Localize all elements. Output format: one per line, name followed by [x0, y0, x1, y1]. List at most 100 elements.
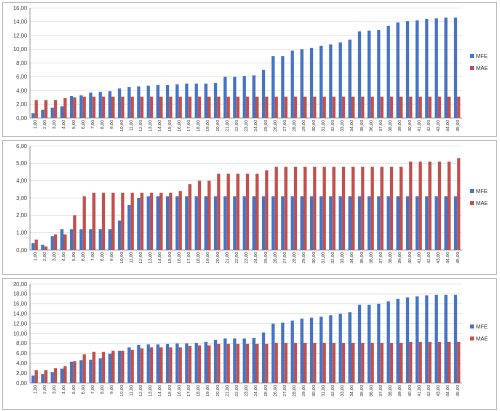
bar-mae: [341, 342, 346, 383]
x-tick-label: 25,00: [263, 120, 268, 132]
series-mfe: [31, 294, 458, 383]
x-tick-label: 45,00: [455, 252, 460, 264]
bar-mae: [361, 166, 365, 250]
x-tick-label: 25,00: [263, 252, 268, 264]
bar-mae: [245, 173, 250, 250]
bar-mfe: [69, 229, 74, 250]
x-tick-label: 4,00: [61, 120, 66, 129]
bar-mae: [428, 96, 432, 118]
bar-mae: [217, 96, 221, 118]
bar-mfe: [89, 92, 93, 118]
bar-mfe: [223, 76, 227, 118]
chart-panel-2: 0,00 1,00 2,00 3,00 4,00 5,00 6,00 1,00 2,00 3,00…: [2, 140, 497, 275]
bar-mae: [53, 368, 58, 383]
bar-mae: [457, 341, 461, 383]
series-mfe: [31, 196, 458, 250]
bar-mfe: [290, 320, 294, 383]
bar-mae: [169, 347, 173, 383]
bar-mfe: [300, 196, 304, 250]
bar-mae: [92, 192, 96, 250]
x-tick-label: 33,00: [340, 252, 345, 264]
bar-mae: [437, 96, 442, 118]
x-tick-label: 38,00: [388, 252, 393, 264]
x-tick-label: 10,00: [119, 252, 124, 264]
legend: MFE MAE: [470, 189, 488, 207]
bar-mfe: [108, 229, 112, 250]
x-tick-label: 44,00: [445, 120, 450, 132]
legend-label-mfe: MFE: [476, 325, 488, 331]
y-tick-label: 16,00: [13, 302, 27, 308]
bar-mfe: [415, 20, 419, 118]
bar-mae: [169, 96, 173, 118]
x-tick-label: 7,00: [90, 120, 95, 129]
bar-mfe: [271, 56, 275, 118]
x-tick-label: 42,00: [426, 120, 431, 132]
y-tick-label: 12,00: [13, 33, 27, 39]
x-tick-label: 34,00: [349, 252, 354, 264]
bar-mfe: [405, 196, 410, 250]
legend-swatch-mae: [470, 201, 474, 205]
bar-mfe: [377, 30, 381, 118]
bar-mfe: [242, 196, 246, 250]
bar-mfe: [127, 204, 131, 250]
bar-mae: [217, 173, 221, 250]
x-tick-label: 9,00: [109, 120, 114, 129]
x-tick-label: 21,00: [224, 252, 229, 264]
bar-mae: [313, 96, 317, 118]
x-tick-label: 27,00: [282, 385, 287, 397]
y-tick-label: 4,00: [16, 178, 27, 184]
bar-mfe: [213, 196, 218, 250]
bar-mae: [217, 343, 221, 383]
bar-mae: [111, 192, 115, 250]
bar-mfe: [348, 196, 352, 250]
bar-mae: [351, 166, 355, 250]
bar-mfe: [194, 83, 198, 118]
x-tick-label: 19,00: [205, 385, 210, 397]
bar-mfe: [117, 350, 122, 383]
x-tick-label: 29,00: [301, 120, 306, 132]
x-tick-label: 16,00: [176, 385, 181, 397]
bar-mae: [437, 341, 442, 383]
bar-mae: [73, 215, 77, 250]
bar-mfe: [281, 56, 285, 118]
bar-mfe: [425, 295, 429, 383]
x-tick-label: 38,00: [388, 120, 393, 132]
bar-mae: [44, 370, 48, 383]
bar-mae: [380, 342, 384, 383]
bar-mae: [140, 192, 144, 250]
bar-mae: [447, 341, 451, 383]
y-tick-label: 2,00: [16, 213, 27, 219]
bar-mfe: [444, 294, 448, 383]
x-tick-label: 23,00: [244, 120, 249, 132]
bar-mfe: [367, 196, 371, 250]
bar-mfe: [137, 344, 141, 383]
bar-mfe: [377, 196, 381, 250]
bar-mae: [245, 96, 250, 118]
bar-mae: [178, 191, 182, 250]
bar-mae: [351, 342, 355, 383]
x-tick-label: 32,00: [330, 252, 335, 264]
bar-mae: [101, 96, 106, 118]
legend-label-mae: MAE: [476, 201, 488, 207]
x-tick-label: 38,00: [388, 385, 393, 397]
bar-mfe: [309, 47, 314, 118]
x-tick-label: 24,00: [253, 252, 258, 264]
bar-mae: [418, 96, 422, 118]
bar-mfe: [117, 220, 122, 250]
bar-mfe: [223, 338, 227, 383]
x-tick-label: 20,00: [215, 120, 220, 132]
bar-mae: [34, 100, 38, 118]
y-tick-label: 2,00: [16, 371, 27, 377]
x-tick-label: 20,00: [215, 252, 220, 264]
x-tick-label: 8,00: [100, 120, 105, 129]
bar-mfe: [194, 196, 198, 250]
bar-mfe: [290, 50, 294, 118]
bar-mfe: [386, 25, 390, 118]
x-tick-label: 17,00: [186, 120, 191, 132]
bar-mfe: [185, 83, 189, 118]
x-tick-label: 1,00: [32, 120, 37, 129]
x-tick-label: 45,00: [455, 120, 460, 132]
bar-mae: [322, 166, 326, 250]
bar-mae: [197, 345, 202, 383]
bar-mfe: [357, 196, 362, 250]
